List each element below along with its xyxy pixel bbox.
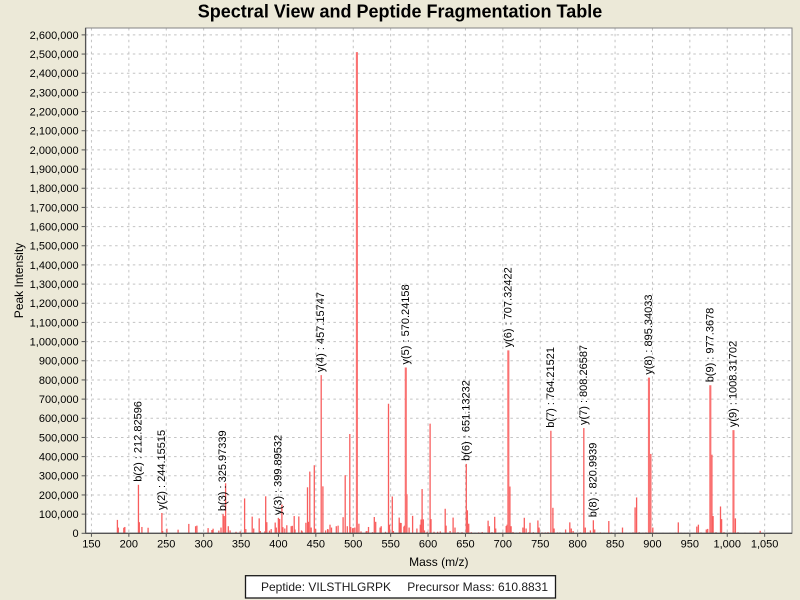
svg-text:1,700,000: 1,700,000 bbox=[30, 202, 79, 214]
svg-text:y(9) : 1008.31702: y(9) : 1008.31702 bbox=[727, 341, 739, 427]
svg-text:400,000: 400,000 bbox=[39, 452, 79, 464]
svg-text:200,000: 200,000 bbox=[39, 490, 79, 502]
svg-text:1,300,000: 1,300,000 bbox=[30, 279, 79, 291]
svg-text:1,200,000: 1,200,000 bbox=[30, 298, 79, 310]
svg-text:y(6) : 707.32422: y(6) : 707.32422 bbox=[502, 267, 514, 347]
svg-text:2,000,000: 2,000,000 bbox=[30, 145, 79, 157]
svg-text:800,000: 800,000 bbox=[39, 375, 79, 387]
svg-text:y(3) : 399.89532: y(3) : 399.89532 bbox=[272, 435, 284, 515]
svg-text:2,200,000: 2,200,000 bbox=[30, 106, 79, 118]
svg-text:550: 550 bbox=[381, 539, 399, 551]
svg-text:300: 300 bbox=[194, 539, 212, 551]
svg-text:1,400,000: 1,400,000 bbox=[30, 260, 79, 272]
svg-text:1,000,000: 1,000,000 bbox=[30, 337, 79, 349]
svg-text:b(8) : 820.9939: b(8) : 820.9939 bbox=[587, 443, 599, 518]
svg-text:150: 150 bbox=[82, 539, 100, 551]
svg-text:400: 400 bbox=[269, 539, 287, 551]
svg-text:350: 350 bbox=[232, 539, 250, 551]
svg-text:850: 850 bbox=[606, 539, 624, 551]
svg-text:450: 450 bbox=[307, 539, 325, 551]
svg-text:250: 250 bbox=[157, 539, 175, 551]
svg-text:1,900,000: 1,900,000 bbox=[30, 164, 79, 176]
svg-text:y(2) : 244.15515: y(2) : 244.15515 bbox=[156, 430, 168, 510]
svg-text:1,000: 1,000 bbox=[713, 539, 741, 551]
svg-text:800: 800 bbox=[568, 539, 586, 551]
svg-text:2,600,000: 2,600,000 bbox=[30, 30, 79, 42]
svg-text:750: 750 bbox=[531, 539, 549, 551]
svg-text:650: 650 bbox=[456, 539, 474, 551]
svg-text:y(4) : 457.15747: y(4) : 457.15747 bbox=[315, 292, 327, 372]
svg-text:b(7) : 764.21521: b(7) : 764.21521 bbox=[545, 347, 557, 428]
svg-text:Peptide: VILSTHLGRPK: Peptide: VILSTHLGRPK bbox=[261, 580, 391, 594]
svg-text:y(7) : 808.26587: y(7) : 808.26587 bbox=[578, 345, 590, 425]
svg-text:600: 600 bbox=[419, 539, 437, 551]
svg-text:950: 950 bbox=[681, 539, 699, 551]
svg-text:1,050: 1,050 bbox=[751, 539, 779, 551]
svg-text:b(3) : 325.97339: b(3) : 325.97339 bbox=[217, 430, 229, 511]
svg-text:2,300,000: 2,300,000 bbox=[30, 87, 79, 99]
svg-text:700,000: 700,000 bbox=[39, 394, 79, 406]
svg-text:500,000: 500,000 bbox=[39, 432, 79, 444]
svg-text:Spectral View and Peptide Frag: Spectral View and Peptide Fragmentation … bbox=[198, 2, 602, 22]
svg-text:600,000: 600,000 bbox=[39, 413, 79, 425]
svg-text:1,600,000: 1,600,000 bbox=[30, 221, 79, 233]
svg-text:700: 700 bbox=[494, 539, 512, 551]
svg-text:b(2) : 212.82596: b(2) : 212.82596 bbox=[132, 401, 144, 482]
svg-text:900: 900 bbox=[643, 539, 661, 551]
svg-text:Peak Intensity: Peak Intensity bbox=[12, 243, 26, 318]
svg-text:2,500,000: 2,500,000 bbox=[30, 49, 79, 61]
svg-text:Mass (m/z): Mass (m/z) bbox=[409, 555, 468, 569]
svg-text:0: 0 bbox=[72, 528, 78, 540]
svg-text:1,100,000: 1,100,000 bbox=[30, 317, 79, 329]
svg-text:1,800,000: 1,800,000 bbox=[30, 183, 79, 195]
svg-text:2,100,000: 2,100,000 bbox=[30, 126, 79, 138]
svg-text:300,000: 300,000 bbox=[39, 471, 79, 483]
svg-text:2,400,000: 2,400,000 bbox=[30, 68, 79, 80]
svg-text:b(9) : 977.3678: b(9) : 977.3678 bbox=[704, 308, 716, 383]
svg-text:500: 500 bbox=[344, 539, 362, 551]
svg-text:200: 200 bbox=[120, 539, 138, 551]
svg-text:100,000: 100,000 bbox=[39, 509, 79, 521]
svg-text:y(5) : 570.24158: y(5) : 570.24158 bbox=[400, 284, 412, 364]
svg-text:b(6) : 651.13232: b(6) : 651.13232 bbox=[460, 380, 472, 461]
svg-text:y(8) : 895.34033: y(8) : 895.34033 bbox=[643, 295, 655, 375]
svg-text:900,000: 900,000 bbox=[39, 356, 79, 368]
svg-text:Precursor Mass: 610.8831: Precursor Mass: 610.8831 bbox=[407, 580, 548, 594]
svg-text:1,500,000: 1,500,000 bbox=[30, 241, 79, 253]
